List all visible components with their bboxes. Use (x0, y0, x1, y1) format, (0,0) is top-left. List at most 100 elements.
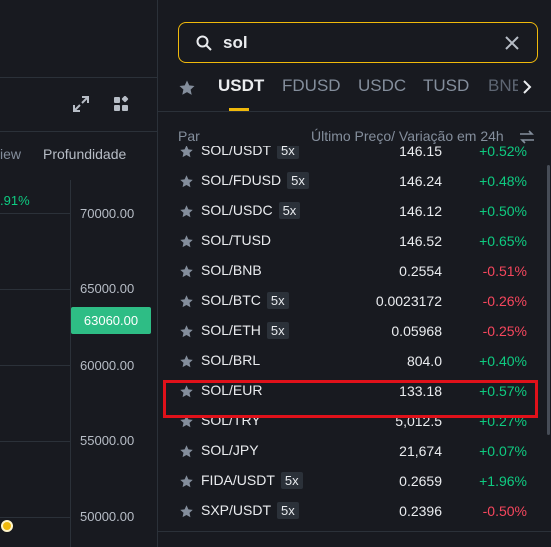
list-bottom-border (158, 531, 551, 532)
market-row[interactable]: SOL/JPY 21,674 +0.07% (158, 437, 551, 467)
last-price: 0.2396 (399, 503, 442, 519)
tab-bnb[interactable]: BNB (488, 76, 518, 95)
market-panel: USDT FDUSD USDC TUSD BNB Par Último Preç… (158, 0, 551, 547)
last-price: 146.12 (399, 203, 442, 219)
pair-label: SOL/USDT (201, 146, 272, 158)
change-24h: -0.51% (482, 263, 527, 279)
change-24h: +0.65% (479, 233, 527, 249)
favorite-star-icon[interactable] (179, 234, 194, 249)
market-row[interactable]: SOL/EUR 133.18 +0.57% (158, 377, 551, 407)
pair-label: SOL/EUR (201, 382, 263, 398)
last-price: 146.52 (399, 233, 442, 249)
pair-label: FIDA/USDT (201, 472, 275, 488)
price-axis (70, 180, 71, 547)
tab-usdt[interactable]: USDT (218, 76, 265, 95)
grid-line (0, 213, 70, 214)
tab-overview[interactable]: iew (0, 146, 22, 162)
favorite-star-icon[interactable] (179, 414, 194, 429)
current-price-tag: 63060.00 (71, 307, 151, 334)
favorite-star-icon[interactable] (179, 294, 194, 309)
market-row[interactable]: SOL/BTC 5x 0.0023172 -0.26% (158, 287, 551, 317)
change-24h: +0.50% (479, 203, 527, 219)
last-price: 804.0 (406, 353, 442, 369)
favorite-star-icon[interactable] (179, 324, 194, 339)
favorite-star-icon[interactable] (179, 384, 194, 399)
market-row[interactable]: SOL/TUSD 146.52 +0.65% (158, 227, 551, 257)
last-price: 133.18 (399, 383, 442, 399)
favorite-star-icon[interactable] (179, 204, 194, 219)
swap-icon[interactable] (519, 129, 535, 145)
tab-depth[interactable]: Profundidade (43, 146, 127, 162)
pair-name: SOL/BRL (201, 352, 260, 368)
highlight-box (163, 380, 538, 418)
chart-toolbar (0, 78, 157, 132)
leverage-badge: 5x (280, 472, 303, 489)
favorite-star-icon[interactable] (179, 174, 194, 189)
tab-tusd[interactable]: TUSD (423, 76, 470, 95)
tab-fdusd[interactable]: FDUSD (282, 76, 341, 95)
favorite-star-icon[interactable] (179, 264, 194, 279)
market-row[interactable]: SOL/FDUSD 5x 146.24 +0.48% (158, 167, 551, 197)
pair-label: SOL/FDUSD (201, 172, 282, 188)
pair-label: SOL/TUSD (201, 232, 272, 248)
leverage-badge: 5x (266, 322, 289, 339)
grid-line (0, 441, 70, 442)
change-24h: +0.48% (479, 173, 527, 189)
expand-icon[interactable] (73, 96, 89, 112)
pair-label: SOL/JPY (201, 442, 259, 458)
pair-name: SOL/BNB (201, 262, 262, 278)
market-row[interactable]: SOL/BNB 0.2554 -0.51% (158, 257, 551, 287)
panel-divider (157, 0, 158, 547)
leverage-badge: 5x (277, 502, 299, 519)
column-pair[interactable]: Par (178, 128, 200, 144)
grid-line (0, 289, 70, 290)
change-24h: +0.52% (479, 146, 527, 159)
pair-name: SOL/EUR (201, 382, 262, 398)
grid-line (0, 517, 70, 518)
price-tick: 50000.00 (80, 509, 135, 524)
favorites-star-icon[interactable] (178, 79, 196, 97)
tab-usdc[interactable]: USDC (358, 76, 407, 95)
market-row[interactable]: SOL/USDC 5x 146.12 +0.50% (158, 197, 551, 227)
change-24h: +0.07% (479, 443, 527, 459)
change-24h: -0.25% (482, 323, 527, 339)
quote-tabs: USDT FDUSD USDC TUSD BNB (158, 70, 551, 112)
chart-panel: iew Profundidade .91% 70000.00 65000.00 … (0, 0, 157, 547)
pair-name: SOL/JPY (201, 442, 259, 458)
chevron-right-icon[interactable] (520, 80, 534, 94)
favorite-star-icon[interactable] (179, 474, 194, 489)
close-icon[interactable] (504, 35, 520, 51)
pair-name: SOL/USDT 5x (201, 146, 299, 159)
search-box[interactable] (178, 22, 538, 63)
market-row[interactable]: SOL/USDT 5x 146.15 +0.52% (158, 146, 551, 167)
favorite-star-icon[interactable] (179, 354, 194, 369)
pair-label: SOL/BTC (201, 292, 261, 308)
change-24h: +0.57% (479, 383, 527, 399)
pair-name: SOL/TUSD (201, 232, 271, 248)
pair-label: SOL/ETH (201, 322, 261, 338)
pair-name: FIDA/USDT 5x (201, 472, 303, 489)
favorite-star-icon[interactable] (179, 444, 194, 459)
market-row[interactable]: SXP/USDT 5x 0.2396 -0.50% (158, 497, 551, 527)
search-input[interactable] (223, 31, 493, 55)
market-row[interactable]: SOL/BRL 804.0 +0.40% (158, 347, 551, 377)
grid-line (0, 365, 70, 366)
scrollbar[interactable] (547, 165, 550, 435)
market-list: SOL/USDT 5x 146.15 +0.52% SOL/FDUSD 5x 146.24 +… (158, 146, 551, 532)
leverage-badge: 5x (287, 172, 309, 189)
leverage-badge: 5x (277, 146, 299, 159)
market-row[interactable]: FIDA/USDT 5x 0.2659 +1.96% (158, 467, 551, 497)
change-percent: .91% (0, 193, 30, 208)
market-row[interactable]: SOL/ETH 5x 0.05968 -0.25% (158, 317, 551, 347)
pair-name: SOL/USDC 5x (201, 202, 301, 219)
leverage-badge: 5x (266, 292, 289, 309)
change-24h: +0.40% (479, 353, 527, 369)
favorite-star-icon[interactable] (179, 146, 194, 159)
pair-label: SOL/USDC (201, 202, 273, 218)
favorite-star-icon[interactable] (179, 504, 194, 519)
active-tab-indicator (229, 108, 249, 111)
column-price-change[interactable]: Último Preço/ Variação em 24h (311, 128, 504, 144)
last-price: 146.24 (399, 173, 442, 189)
last-price: 0.2554 (399, 263, 442, 279)
layout-grid-icon[interactable] (113, 96, 129, 112)
